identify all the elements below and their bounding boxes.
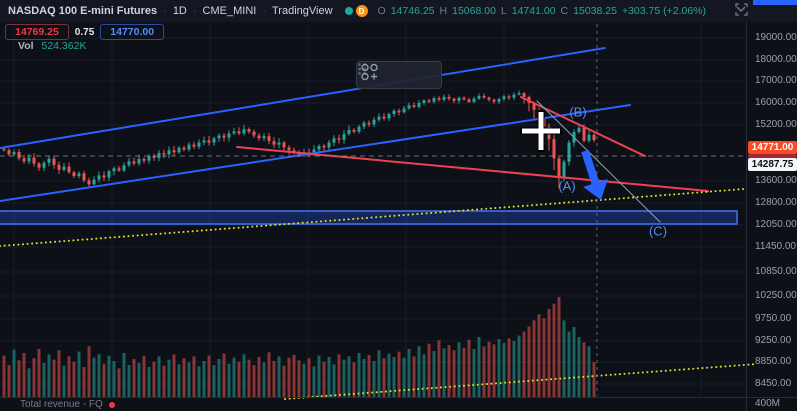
price-tick-label: 12800.00 — [755, 197, 797, 208]
symbol-title[interactable]: NASDAQ 100 E-mini Futures — [8, 5, 158, 17]
low-label: L — [500, 5, 507, 17]
market-status-icon — [344, 7, 353, 15]
volume-legend[interactable]: Vol 524.362K — [18, 40, 86, 52]
price-tick-label: 11450.00 — [755, 241, 796, 252]
close-label: C — [560, 5, 569, 17]
price-tick-label: 10850.00 — [755, 266, 797, 277]
crosshair-price-label: 14287.75 — [748, 158, 797, 171]
zone-band — [0, 210, 738, 225]
chart-header: NASDAQ 100 E-mini Futures 1D CME_MINI Tr… — [0, 0, 797, 22]
support-zone-band — [0, 210, 738, 225]
bid-price-button[interactable]: 14769.25 — [5, 24, 69, 40]
fullscreen-icon[interactable] — [735, 3, 748, 16]
price-tick-label: 8450.00 — [755, 378, 792, 389]
open-value: 14746.25 — [390, 5, 435, 17]
yellow-support-price — [0, 188, 745, 247]
daily-badge-icon: D — [355, 5, 368, 17]
price-tick-label: 17000.00 — [755, 75, 797, 86]
wave-label-c[interactable]: (C) — [648, 223, 668, 239]
price-tick-label: 12050.00 — [755, 219, 797, 230]
separator — [163, 5, 167, 17]
drawings — [0, 10, 758, 400]
pane-separator[interactable] — [0, 397, 797, 398]
yellow-support-volume — [284, 363, 758, 400]
ask-price-button[interactable]: 14770.00 — [100, 24, 165, 40]
price-tick-label: 13600.00 — [755, 175, 797, 186]
spread-value: 0.75 — [74, 26, 95, 38]
price-tick-label: 9750.00 — [755, 313, 792, 324]
falling-support — [236, 146, 709, 192]
wave-label-a[interactable]: (A) — [558, 178, 576, 194]
volume-label: Vol — [18, 40, 34, 52]
candles — [2, 90, 596, 189]
separator — [193, 5, 197, 17]
open-label: O — [377, 5, 386, 17]
price-tick-label: 19000.00 — [755, 32, 797, 43]
floating-toolbar[interactable] — [356, 61, 442, 89]
objects-grid-icon[interactable] — [357, 62, 381, 82]
bid-ask-row: 14769.25 0.75 14770.00 — [5, 24, 165, 40]
separator — [262, 5, 266, 17]
price-tick-label: 16000.00 — [755, 97, 797, 108]
volume-bars — [2, 297, 596, 397]
down-arrow-annotation — [581, 149, 608, 200]
crosshair-cursor — [520, 110, 562, 152]
falling-resistance — [520, 96, 646, 157]
selection-strip — [753, 0, 797, 5]
high-value: 15068.00 — [452, 5, 496, 17]
low-value: 14741.00 — [511, 5, 556, 17]
revenue-scale-label: 400M — [755, 398, 781, 409]
interval-button[interactable]: 1D — [172, 5, 187, 17]
rising-channel-upper — [0, 47, 606, 149]
close-value: 15038.25 — [573, 5, 617, 17]
error-dot-icon — [108, 401, 115, 408]
volume-value: 524.362K — [41, 40, 87, 52]
rising-channel-lower — [0, 104, 631, 202]
change-value: +303.75 (+2.06%) — [621, 5, 706, 17]
projection-line — [536, 100, 661, 223]
brand-link[interactable]: TradingView — [272, 5, 333, 17]
price-tick-label: 10250.00 — [755, 290, 797, 301]
price-axis[interactable]: USD 19000.0018000.0017000.0016000.001520… — [746, 0, 797, 411]
high-label: H — [439, 5, 448, 17]
fundamentals-label: Total revenue - FQ — [20, 399, 103, 410]
exchange-label[interactable]: CME_MINI — [202, 5, 257, 17]
wave-label-b[interactable]: (B) — [569, 104, 587, 120]
price-tick-label: 18000.00 — [755, 54, 797, 65]
ohlc-readout: O 14746.25 H 15068.00 L 14741.00 C 15038… — [378, 5, 706, 17]
price-tick-label: 15200.00 — [755, 119, 797, 130]
chevron-down-icon[interactable] — [735, 3, 747, 15]
bid-axis-label — [748, 154, 797, 158]
last-price-label: 14771.00 — [748, 141, 797, 154]
fundamentals-legend[interactable]: Total revenue - FQ — [20, 399, 115, 410]
price-tick-label: 9250.00 — [755, 335, 792, 346]
price-tick-label: 8850.00 — [755, 356, 792, 367]
